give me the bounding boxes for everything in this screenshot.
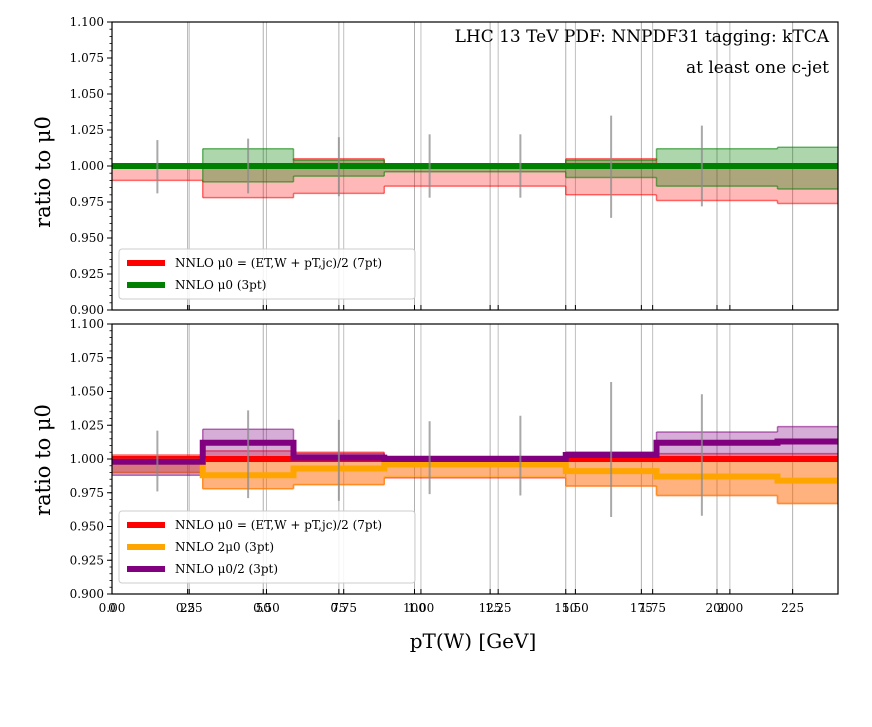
top-ytick-label: 0.975 — [70, 195, 104, 209]
top-legend-label: NNLO μ0 = (ET,W + pT,jc)/2 (7pt) — [175, 256, 382, 270]
bottom-xtick-secondary-label: 0.25 — [176, 601, 203, 615]
bottom-ytick-label: 1.025 — [70, 418, 104, 432]
bottom-xtick-secondary-label: 0.75 — [330, 601, 357, 615]
bottom-ytick-label: 0.950 — [70, 520, 104, 534]
bottom-series-line-2 — [112, 438, 838, 465]
bottom-panel: 0.9000.9250.9500.9751.0001.0251.0501.075… — [70, 317, 839, 615]
top-ytick-label: 1.050 — [70, 87, 104, 101]
bottom-xtick-label: 125 — [479, 601, 502, 615]
selection-annotation: at least one c-jet — [686, 58, 829, 78]
bottom-ytick-label: 0.925 — [70, 553, 104, 567]
bottom-series-line-1 — [112, 458, 838, 484]
top-ytick-label: 0.950 — [70, 231, 104, 245]
bottom-xtick-secondary-label: 2.00 — [717, 601, 744, 615]
bottom-xtick-label: 100 — [403, 601, 426, 615]
top-band-0 — [777, 166, 838, 204]
bottom-xtick-secondary-label: 1.50 — [562, 601, 589, 615]
top-y-axis-label: ratio to μ0 — [31, 116, 55, 228]
top-ytick-label: 0.900 — [70, 303, 104, 317]
bottom-xtick-label: 0 — [108, 601, 116, 615]
top-ytick-label: 1.025 — [70, 123, 104, 137]
top-ytick-label: 1.100 — [70, 15, 104, 29]
axis-labels: ratio to μ0 ratio to μ0 pT(W) [GeV] LHC … — [31, 27, 830, 653]
bottom-legend-box — [118, 510, 416, 584]
bottom-ytick-label: 0.975 — [70, 486, 104, 500]
bottom-legend-label: NNLO μ0 = (ET,W + pT,jc)/2 (7pt) — [175, 518, 382, 532]
bottom-xtick-label: 150 — [554, 601, 577, 615]
bottom-ytick-label: 0.900 — [70, 587, 104, 601]
bottom-legend-label: NNLO μ0/2 (3pt) — [175, 562, 278, 576]
x-axis-label: pT(W) [GeV] — [410, 629, 537, 653]
bottom-legend-label: NNLO 2μ0 (3pt) — [175, 540, 274, 554]
bottom-xtick-secondary-label: 1.25 — [485, 601, 512, 615]
top-ytick-label: 0.925 — [70, 267, 104, 281]
bottom-xtick-label: 225 — [781, 601, 804, 615]
top-ytick-label: 1.075 — [70, 51, 104, 65]
bottom-xtick-secondary-label: 0.00 — [99, 601, 126, 615]
bottom-ytick-label: 1.075 — [70, 351, 104, 365]
bottom-ytick-label: 1.000 — [70, 452, 104, 466]
top-panel: 0.900 0.925 0.950 0.975 1.000 1.025 1.050 1.075… — [70, 15, 839, 317]
bottom-xtick-label: 175 — [630, 601, 653, 615]
bottom-ytick-label: 1.050 — [70, 385, 104, 399]
bottom-y-axis-label: ratio to μ0 — [31, 404, 55, 516]
bottom-ytick-label: 1.100 — [70, 317, 104, 331]
bottom-xtick-label: 50 — [256, 601, 271, 615]
top-band-0 — [656, 166, 778, 201]
top-ytick-label: 1.000 — [70, 159, 104, 173]
bottom-xtick-secondary-label: 1.75 — [639, 601, 666, 615]
top-legend-label: NNLO μ0 (3pt) — [175, 278, 266, 292]
bottom-xtick-secondary-label: 1.00 — [408, 601, 435, 615]
top-legend-box — [118, 248, 416, 300]
bottom-xtick-label: 75 — [331, 601, 346, 615]
bottom-xtick-label: 25 — [180, 601, 195, 615]
bottom-xtick-secondary-label: 0.50 — [253, 601, 280, 615]
process-annotation: LHC 13 TeV PDF: NNPDF31 tagging: kTCA — [455, 27, 830, 47]
bottom-xtick-label: 200 — [706, 601, 729, 615]
